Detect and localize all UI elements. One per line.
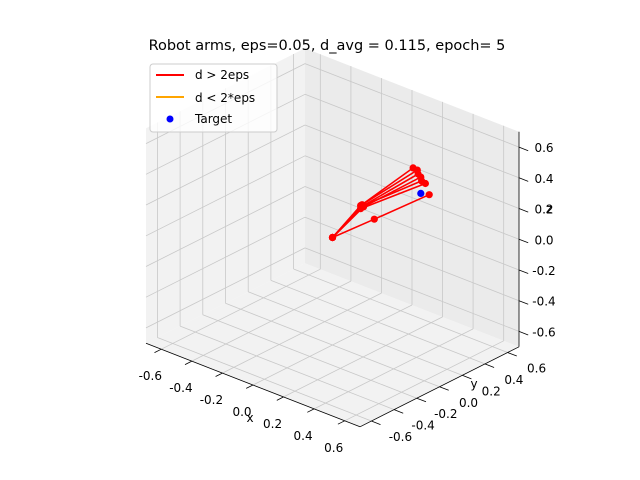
y-tick-mark <box>393 409 404 414</box>
x-tick-label: -0.2 <box>200 393 223 407</box>
z-tick-mark <box>518 300 529 305</box>
y-tick-label: 0.4 <box>504 373 523 387</box>
z-tick-mark <box>518 269 529 274</box>
grid-floor-y <box>293 268 508 353</box>
z-tick-mark <box>518 208 529 213</box>
z-tick-label: 0.2 <box>534 203 553 217</box>
robot-arm-joint <box>328 233 337 242</box>
x-tick-mark <box>276 396 284 401</box>
y-tick-mark <box>462 374 472 380</box>
robot-arm-joint <box>425 191 433 199</box>
tick-marks <box>154 146 529 425</box>
grid-left-z <box>145 124 306 206</box>
x-axis-label: x <box>246 411 253 425</box>
y-tick-label: -0.2 <box>434 407 457 421</box>
grid-back-z <box>304 63 520 148</box>
grid-left-z <box>145 155 306 237</box>
grid-floor-y <box>270 280 486 365</box>
legend-frame <box>149 63 278 133</box>
z-tick-mark <box>518 238 529 244</box>
x-tick-mark <box>307 408 315 413</box>
x-tick-mark <box>337 420 345 425</box>
legend-swatch-target <box>166 115 174 123</box>
x-tick-mark <box>154 348 162 353</box>
x-tick-label: 0.2 <box>263 417 282 431</box>
chart-title: Robot arms, eps=0.05, d_avg = 0.115, epo… <box>149 38 506 54</box>
x-tick-label: -0.6 <box>139 369 162 383</box>
grid-lines <box>145 54 520 422</box>
grid-floor-x <box>313 328 474 410</box>
y-tick-mark <box>416 397 427 403</box>
y-tick-label: 0.0 <box>459 396 478 410</box>
legend-label-d-lt-2eps: d < 2*eps <box>195 91 255 105</box>
y-tick-mark <box>507 352 517 357</box>
y-tick-mark <box>439 386 449 391</box>
tick-labels: -0.6-0.4-0.20.00.20.40.6-0.6-0.4-0.20.00… <box>139 141 556 455</box>
y-tick-label: -0.4 <box>411 419 434 433</box>
x-tick-label: 0.6 <box>324 441 343 455</box>
y-tick-label: 0.6 <box>527 362 546 376</box>
z-tick-label: 0.4 <box>534 172 553 186</box>
legend-label-target: Target <box>194 112 232 126</box>
x-tick-label: -0.4 <box>169 381 192 395</box>
z-tick-label: -0.2 <box>532 264 555 278</box>
z-tick-label: 0.6 <box>534 141 553 155</box>
robot-arm-joint <box>357 205 365 213</box>
robot-arm-joint <box>421 179 429 188</box>
x-tick-mark <box>246 384 254 389</box>
grid-floor-y <box>248 291 463 376</box>
y-tick-mark <box>371 420 381 425</box>
z-tick-mark <box>518 177 529 182</box>
legend: d > 2eps d < 2*eps Target <box>149 63 278 133</box>
z-tick-label: -0.4 <box>532 295 555 309</box>
x-tick-label: 0.4 <box>294 429 313 443</box>
x-tick-mark <box>215 372 223 377</box>
z-axis-label: z <box>546 202 552 216</box>
y-tick-label: 0.2 <box>482 384 501 398</box>
grid-floor-x <box>283 316 443 398</box>
grid-back-z <box>304 93 520 179</box>
z-tick-mark <box>518 331 529 336</box>
z-tick-label: -0.6 <box>532 325 555 339</box>
x-tick-mark <box>184 360 193 365</box>
grid-floor-y <box>225 302 440 388</box>
y-tick-label: -0.6 <box>389 430 412 444</box>
z-tick-label: 0.0 <box>534 233 553 247</box>
z-tick-mark <box>518 146 529 152</box>
legend-label-d-gt-2eps: d > 2eps <box>195 68 249 82</box>
plot-data <box>328 164 433 242</box>
grid-left-z <box>145 93 306 175</box>
x-tick-label: 0.0 <box>232 405 251 419</box>
y-axis-label: y <box>470 377 477 391</box>
grid-floor-x <box>344 340 504 422</box>
y-tick-mark <box>484 363 495 368</box>
target-point <box>417 189 425 197</box>
grid-back-z <box>304 155 520 240</box>
robot-arm-joint <box>370 215 378 223</box>
